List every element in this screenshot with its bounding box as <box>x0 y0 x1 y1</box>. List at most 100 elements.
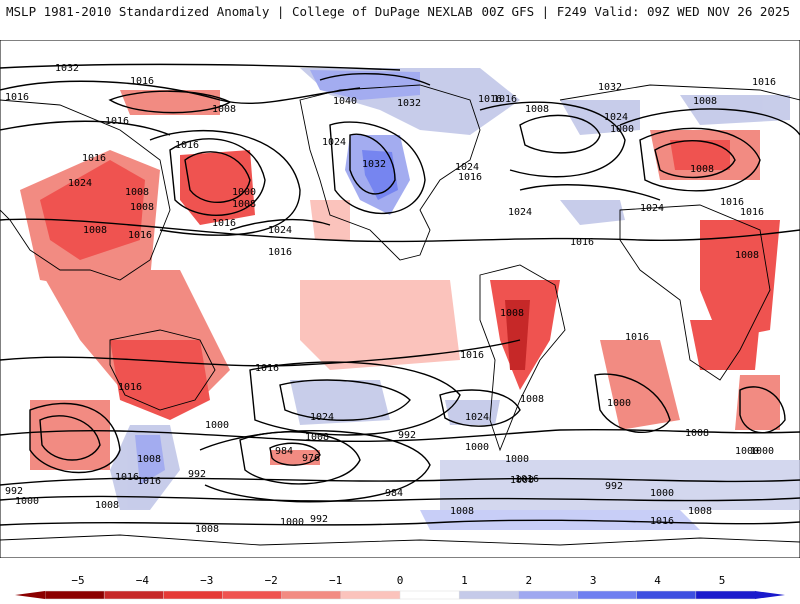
isobar-1000-aleutian <box>184 151 251 204</box>
isobar-label: 1016 <box>720 197 744 208</box>
isobar-label: 1000 <box>607 398 631 409</box>
colorbar-swatch <box>577 590 638 600</box>
isobar-label: 1016 <box>740 207 764 218</box>
colorbar-tick-label: 0 <box>397 574 404 587</box>
mid-pacific-low-spot <box>270 450 320 465</box>
isobar-label: 1024 <box>268 225 292 236</box>
north-america-coast <box>299 84 481 261</box>
isobar-label: 1008 <box>130 202 154 213</box>
isobar-label: 992 <box>188 469 206 480</box>
isobar-label: 1016 <box>5 92 29 103</box>
isobar-1032-arctic <box>0 63 401 71</box>
isobar-label: 1008 <box>232 199 256 210</box>
isobar-label: 1016 <box>212 218 236 229</box>
isobar-1008-antarctic <box>0 519 800 526</box>
colorbar-swatches <box>44 590 756 600</box>
colorbar-swatch <box>163 590 224 600</box>
isobar-1008-aleutian <box>169 138 266 216</box>
europe-low-core <box>670 140 730 170</box>
isobar-label: 1008 <box>450 506 474 517</box>
isobar-992-south <box>29 402 121 474</box>
isobar-label: 1000 <box>232 187 256 198</box>
isobar-1008-europe <box>639 127 761 192</box>
isobar-1000-europe <box>654 140 736 179</box>
australia-coast <box>109 329 216 411</box>
west-us-low-anomaly <box>310 200 350 240</box>
isobar-label: 1016 <box>570 237 594 248</box>
colorbar-tick-label: −4 <box>136 574 150 587</box>
isobar-label: 976 <box>302 453 320 464</box>
isobar-992-far-south <box>0 495 800 502</box>
isobar-1024-pacific <box>229 218 331 231</box>
colorbar-tick-label: 2 <box>525 574 532 587</box>
isobar-label: 1008 <box>693 96 717 107</box>
isobar-1024-east <box>519 184 661 201</box>
isobar-label: 1008 <box>212 104 236 115</box>
isobar-label: 1016 <box>752 77 776 88</box>
south-indian-low-anomaly <box>735 375 780 430</box>
isobar-label: 1016 <box>137 476 161 487</box>
colorbar-tick-label: −2 <box>265 574 278 587</box>
bering-low-core <box>180 150 255 225</box>
chart-title: MSLP 1981-2010 Standardized Anomaly | Co… <box>6 4 473 19</box>
isobar-label: 1008 <box>305 432 329 443</box>
isobar-label: 1008 <box>83 225 107 236</box>
colorbar-tick-label: 4 <box>654 574 661 587</box>
isobar-1040-arctic <box>319 73 431 86</box>
model-run-info: 00Z GFS | F249 Valid: 09Z WED NOV 26 202… <box>481 4 790 19</box>
colorbar-swatch <box>695 590 756 600</box>
isobar-label: 1000 <box>505 454 529 465</box>
east-asia-low-core <box>40 160 145 260</box>
isobar-labels: 1032 1016 1008 1016 1016 1024 1008 1016 … <box>5 63 776 535</box>
isobar-1016-europe <box>619 108 800 136</box>
isobar-1016-north-b <box>0 120 171 136</box>
isobar-label: 1016 <box>105 116 129 127</box>
isobar-1016-atlantic <box>479 101 626 178</box>
map-panel: 1032 1016 1008 1016 1016 1024 1008 1016 … <box>0 39 800 559</box>
isobar-label: 1024 <box>455 162 479 173</box>
isobar-label: 1000 <box>15 496 39 507</box>
isobar-1016-mid <box>0 218 800 243</box>
isobar-label: 1016 <box>255 363 279 374</box>
andes-low-core <box>505 300 530 370</box>
atlantic-high-anomaly <box>445 400 500 425</box>
isobar-1008-bering <box>108 90 232 114</box>
colorbar: −5 −4 −3 −2 −1 0 1 2 3 4 5 <box>0 568 800 600</box>
isobar-1000-south-atlantic <box>594 373 671 434</box>
isobar-label: 1000 <box>735 446 759 457</box>
isobar-label: 1008 <box>688 506 712 517</box>
anomaly-map: 1032 1016 1008 1016 1016 1024 1008 1016 … <box>0 39 800 559</box>
isobar-label: 1016 <box>493 94 517 105</box>
south-pacific-high-core <box>135 435 165 485</box>
isobar-label: 1016 <box>115 472 139 483</box>
isobar-label: 1008 <box>525 104 549 115</box>
colorbar-swatch <box>340 590 401 600</box>
isobar-label: 992 <box>605 481 623 492</box>
isobar-1032-canada <box>349 133 396 195</box>
south-atlantic-low-anomaly <box>600 340 680 430</box>
isobar-label: 1008 <box>137 454 161 465</box>
isobar-label: 984 <box>385 488 403 499</box>
colorbar-tick-label: 3 <box>590 574 597 587</box>
isobar-label: 1032 <box>598 82 622 93</box>
isobar-label: 1008 <box>500 308 524 319</box>
isobar-label: 1032 <box>397 98 421 109</box>
isobar-label: 1000 <box>205 420 229 431</box>
isobar-label: 1024 <box>68 178 92 189</box>
isobar-label: 984 <box>275 446 293 457</box>
isobar-label: 1016 <box>175 140 199 151</box>
isobar-label: 1000 <box>280 517 304 528</box>
colorbar-swatch <box>103 590 165 600</box>
isobar-label: 1008 <box>735 250 759 261</box>
south-africa-low-anomaly <box>690 320 760 370</box>
isobar-1024-south-pacific <box>279 379 411 421</box>
isobar-label: 1016 <box>82 153 106 164</box>
colorbar-swatch <box>399 590 460 600</box>
isobar-984-south-pacific <box>39 415 101 461</box>
colorbar-swatch <box>636 590 697 600</box>
colorbar-tick-label: −1 <box>329 574 342 587</box>
isobar-1016-pacific <box>149 130 301 236</box>
colorbar-swatch <box>44 590 105 600</box>
isobar-label: 1000 <box>610 124 634 135</box>
isobar-label: 1000 <box>510 475 534 486</box>
